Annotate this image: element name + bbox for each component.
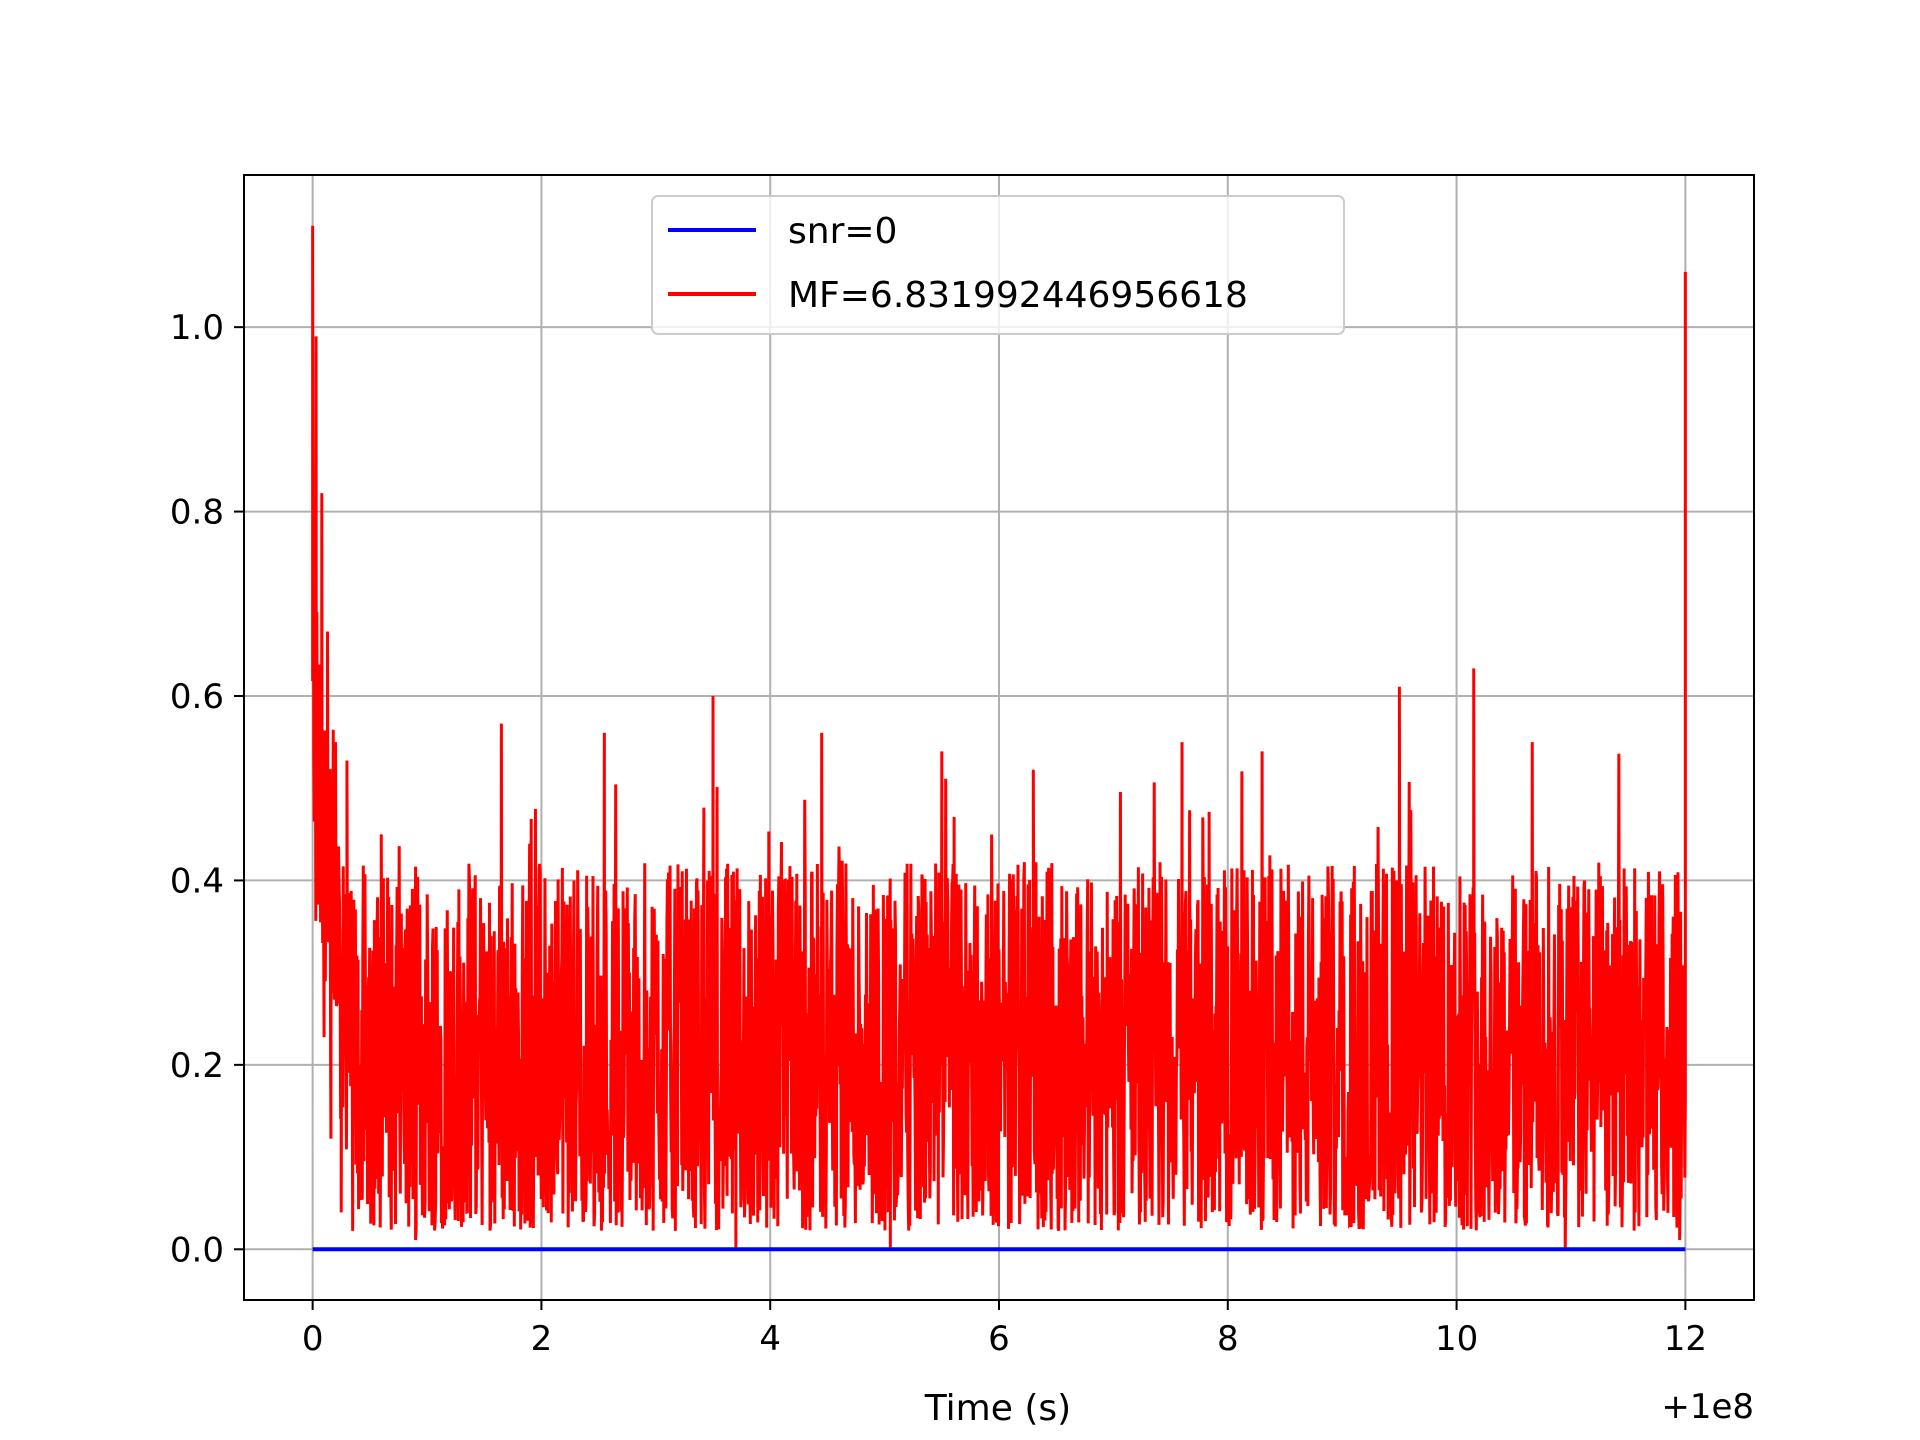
y-tick-label: 0.0 <box>170 1230 224 1270</box>
series-line-mf <box>311 225 1687 1250</box>
y-tick-label: 0.8 <box>170 493 224 533</box>
x-tick-label: 8 <box>1217 1319 1239 1359</box>
x-tick-label: 12 <box>1664 1319 1707 1359</box>
y-tick-label: 1.0 <box>170 308 224 348</box>
legend-label-mf: MF=6.831992446956618 <box>788 275 1248 316</box>
legend-label-snr: snr=0 <box>788 211 897 252</box>
x-tick-label: 6 <box>988 1319 1010 1359</box>
x-tick-label: 4 <box>759 1319 781 1359</box>
y-tick-label: 0.4 <box>170 861 224 901</box>
x-offset-label: +1e8 <box>1661 1387 1754 1427</box>
x-axis-label: Time (s) <box>924 1388 1071 1429</box>
x-tick-label: 0 <box>302 1319 324 1359</box>
ticks: 0 2 4 6 8 10 12 0.0 0.2 0.4 0.6 0.8 1.0 <box>170 308 1707 1359</box>
y-tick-label: 0.2 <box>170 1046 224 1086</box>
x-tick-label: 2 <box>531 1319 553 1359</box>
x-tick-label: 10 <box>1435 1319 1478 1359</box>
y-tick-label: 0.6 <box>170 677 224 717</box>
series-layer <box>311 225 1687 1252</box>
legend: snr=0 MF=6.831992446956618 <box>651 195 1345 335</box>
legend-box <box>651 195 1345 335</box>
